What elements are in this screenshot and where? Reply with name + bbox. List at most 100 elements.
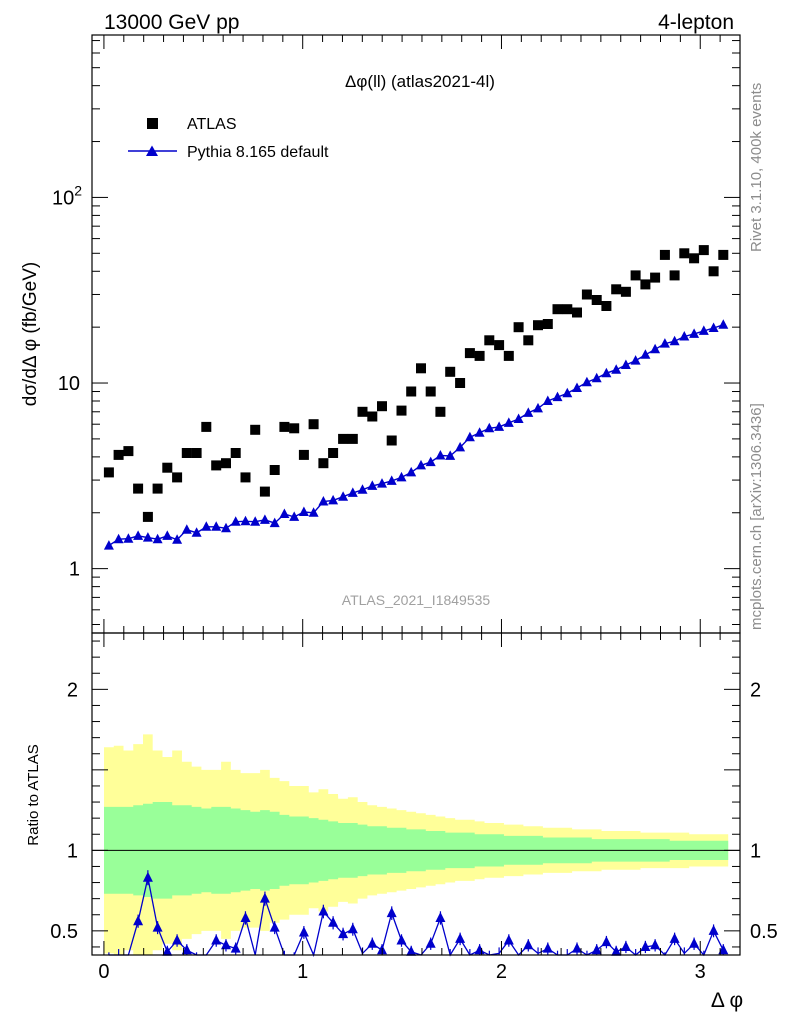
data-point-pythia [659,338,670,348]
plot-title: Δφ(ll) (atlas2021-4l) [345,72,495,91]
ratio-point-pythia [396,934,407,945]
data-point-pythia [308,507,319,517]
data-point-atlas [718,249,729,260]
data-point-pythia [152,533,163,544]
data-point-atlas [386,435,397,446]
ratio-tick-label-left: 0.5 [50,921,78,943]
ratio-tick-label-right: 2 [750,679,761,701]
data-point-atlas [133,483,144,494]
data-point-atlas [113,449,124,460]
y-tick-label: 102 [52,182,82,209]
ratio-point-pythia [503,934,514,945]
data-point-pythia [357,484,368,494]
data-point-pythia [386,475,397,485]
data-point-pythia [601,367,612,378]
ratio-tick-label-left: 2 [67,679,78,701]
data-point-pythia [708,322,719,332]
x-axis-label: Δ φ [711,989,743,1012]
y-tick-label: 1 [69,559,80,581]
data-point-pythia [396,471,407,482]
data-point-atlas [416,363,426,374]
data-point-pythia [533,402,543,413]
data-point-atlas [601,301,612,311]
data-point-atlas [455,378,466,388]
data-point-atlas [201,421,212,432]
ratio-point-pythia [591,944,602,955]
data-point-atlas [318,458,329,469]
data-point-pythia [201,521,212,531]
ratio-point-pythia [601,936,612,947]
data-point-pythia [318,496,329,506]
data-point-pythia [455,441,466,452]
data-point-atlas [464,348,475,359]
data-point-atlas [250,424,261,435]
legend-pythia-label: Pythia 8.165 default [187,144,329,161]
data-point-atlas [357,406,368,417]
ratio-frame [91,632,741,956]
data-point-atlas [103,467,114,478]
analysis-label: ATLAS_2021_I1849535 [342,592,491,608]
main-data-layer [103,245,729,550]
data-point-atlas [230,448,241,458]
ratio-axis-label: Ratio to ATLAS [25,744,42,845]
ratio-point-pythia [474,944,485,955]
data-point-pythia [279,508,290,518]
data-point-atlas [679,248,690,259]
source-label: mcplots.cern.ch [arXiv:1306.3436] [748,403,765,630]
ratio-point-pythia [386,907,397,918]
data-point-pythia [572,382,582,392]
data-point-atlas [484,335,495,346]
ratio-point-pythia [367,937,378,948]
x-tick-label: 3 [695,961,706,983]
data-point-pythia [250,516,261,526]
data-point-atlas [221,458,231,469]
data-point-atlas [259,486,270,497]
ratio-point-pythia [650,939,661,950]
ratio-point-pythia [338,928,349,939]
data-point-pythia [620,359,631,369]
data-point-pythia [298,506,309,516]
ratio-point-pythia [669,932,680,943]
data-point-atlas [708,266,719,277]
data-point-pythia [513,413,524,423]
data-point-pythia [464,431,475,442]
ratio-point-pythia [620,941,631,951]
ratio-point-pythia [211,934,222,945]
data-point-atlas [659,249,670,260]
data-point-atlas [347,433,358,444]
header-energy: 13000 GeV pp [104,11,239,34]
data-point-pythia [503,417,514,427]
ratio-point-pythia [133,915,144,926]
data-point-pythia [221,522,231,533]
data-point-pythia [669,335,680,346]
data-point-atlas [181,448,192,458]
data-point-atlas [123,446,134,457]
data-point-atlas [562,304,573,315]
data-point-pythia [211,521,222,531]
legend-pythia-marker [146,145,158,156]
data-point-atlas [211,460,222,471]
data-point-pythia [689,328,700,338]
ratio-data-layer [108,870,729,958]
data-point-pythia [142,532,153,542]
data-point-pythia [435,450,446,460]
data-point-atlas [630,270,641,281]
data-point-atlas [669,270,680,281]
data-point-pythia [552,391,563,402]
data-point-pythia [425,456,436,467]
data-point-atlas [240,472,251,483]
data-point-atlas [523,335,534,346]
ratio-bands [92,734,740,955]
legend-atlas-marker [147,118,158,129]
data-point-atlas [552,304,563,315]
ratio-point-pythia [172,934,183,945]
data-point-atlas [142,511,153,522]
data-point-atlas [503,350,514,361]
data-point-atlas [591,295,602,305]
ratio-point-pythia [142,871,153,882]
ratio-point-pythia [230,942,241,953]
data-point-atlas [620,286,631,297]
ratio-point-pythia [298,926,309,937]
data-point-pythia [416,459,426,470]
